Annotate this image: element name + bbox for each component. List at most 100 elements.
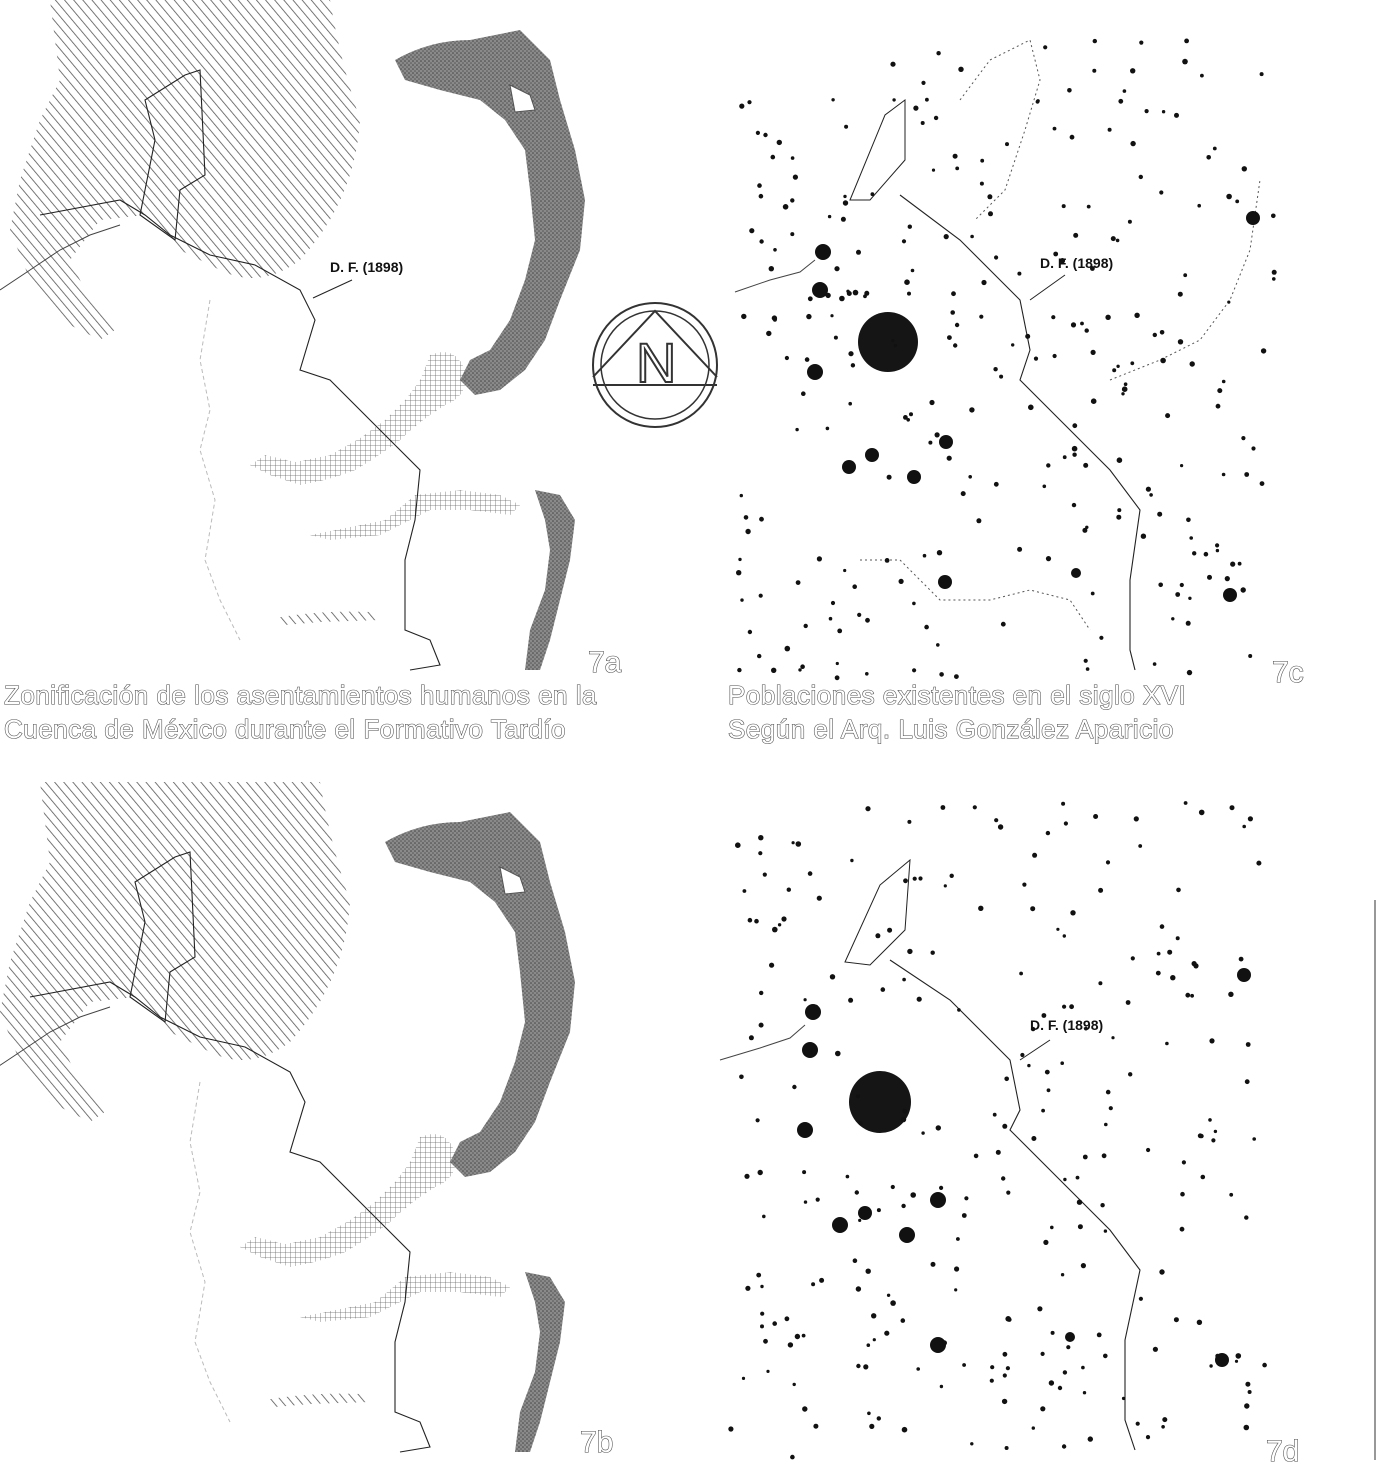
settlement-dot bbox=[1121, 386, 1128, 393]
df-boundary-line bbox=[889, 959, 1141, 1451]
settlement-dot bbox=[1105, 860, 1111, 865]
settlement-dot bbox=[1208, 1118, 1212, 1122]
settlement-dot bbox=[840, 216, 846, 222]
settlement-dot bbox=[759, 516, 764, 522]
settlement-dot bbox=[1041, 1108, 1045, 1113]
settlement-dot bbox=[960, 491, 966, 497]
settlement-dot bbox=[1090, 349, 1096, 355]
settlement-dot bbox=[972, 805, 977, 810]
settlement-dot bbox=[1059, 258, 1066, 264]
settlement-dot bbox=[1140, 533, 1147, 539]
settlement-dot bbox=[1244, 472, 1250, 477]
settlement-dot bbox=[865, 672, 869, 676]
settlement-dot bbox=[1005, 142, 1009, 147]
settlement-dot bbox=[1083, 462, 1089, 468]
settlement-dot bbox=[759, 990, 764, 996]
settlement-dot bbox=[1099, 635, 1104, 640]
settlement-dot bbox=[807, 296, 813, 302]
settlement-dot bbox=[1117, 508, 1122, 513]
settlement-dot bbox=[1061, 1444, 1067, 1449]
settlement-dot bbox=[802, 1406, 808, 1412]
settlement-dot bbox=[772, 1321, 777, 1326]
settlement-dot bbox=[980, 158, 985, 163]
settlement-dot bbox=[782, 204, 789, 210]
settlement-dot bbox=[886, 1293, 891, 1298]
settlement-dot bbox=[1048, 1380, 1055, 1386]
settlement-dot bbox=[870, 192, 875, 197]
settlement-dot bbox=[1209, 1038, 1215, 1044]
settlement-dot bbox=[1175, 936, 1180, 941]
settlement-dot bbox=[1144, 109, 1149, 114]
settlement-dot bbox=[1152, 1346, 1158, 1352]
settlement-dot bbox=[1198, 809, 1205, 816]
settlement-dot bbox=[794, 1333, 801, 1340]
settlement-dot bbox=[1188, 596, 1192, 600]
settlement-dot bbox=[1080, 1263, 1086, 1269]
settlement-dot bbox=[787, 1342, 794, 1348]
settlement-dot bbox=[904, 279, 910, 286]
settlement-dot bbox=[1090, 591, 1095, 596]
settlement-dot bbox=[884, 558, 890, 563]
settlement-dot bbox=[1171, 617, 1175, 621]
settlement-dot bbox=[955, 166, 960, 171]
settlement-dot bbox=[825, 292, 831, 299]
settlement-dot bbox=[758, 593, 763, 598]
settlement-dot bbox=[1123, 382, 1128, 387]
settlement-dot bbox=[834, 675, 840, 681]
settlement-dot bbox=[825, 426, 830, 431]
settlement-dot bbox=[1007, 1317, 1012, 1322]
settlement-dot bbox=[1133, 816, 1139, 822]
settlement-dot bbox=[950, 310, 955, 315]
settlement-dot bbox=[1041, 1013, 1047, 1018]
settlement-dot bbox=[1156, 951, 1161, 956]
settlement-dot bbox=[907, 224, 912, 229]
settlement-dot bbox=[1042, 484, 1047, 489]
settlement-dot bbox=[756, 1272, 762, 1278]
settlement-dot bbox=[811, 1048, 817, 1054]
settlement-dot bbox=[940, 805, 946, 810]
settlement-dot bbox=[907, 819, 912, 824]
settlement-dot bbox=[866, 1343, 871, 1347]
caption-7c-line1: Poblaciones existentes en el siglo XVI bbox=[728, 680, 1186, 710]
settlement-dot bbox=[806, 313, 812, 320]
settlement-dot bbox=[903, 415, 908, 420]
settlement-dot bbox=[930, 1261, 936, 1267]
settlement-dot bbox=[762, 1214, 766, 1219]
settlement-dot bbox=[1145, 1435, 1151, 1440]
settlement-dot bbox=[921, 1131, 925, 1135]
settlement-dot bbox=[790, 198, 795, 203]
settlement-dot bbox=[1247, 816, 1253, 822]
settlement-dot bbox=[1244, 1079, 1250, 1085]
settlement-dot bbox=[900, 1318, 906, 1323]
settlement-dot bbox=[766, 330, 772, 337]
settlement-dot bbox=[943, 884, 947, 888]
settlement-dot bbox=[1229, 1192, 1234, 1197]
settlement-dot bbox=[1159, 924, 1165, 929]
settlement-dot bbox=[1030, 906, 1036, 912]
settlement-dot bbox=[876, 1208, 881, 1213]
settlement-dot bbox=[976, 518, 982, 524]
settlement-dot bbox=[803, 623, 808, 629]
settlement-dot bbox=[1112, 368, 1117, 373]
settlement-dot bbox=[747, 917, 753, 923]
settlement-dot bbox=[1061, 801, 1066, 806]
settlement-dot bbox=[1244, 1403, 1250, 1409]
settlement-dot bbox=[741, 313, 747, 320]
settlement-dot bbox=[1213, 1129, 1218, 1134]
settlement-dot bbox=[1100, 1203, 1105, 1208]
settlement-dot bbox=[865, 1268, 871, 1274]
settlement-dot bbox=[1002, 1373, 1007, 1378]
settlement-dot bbox=[741, 1376, 746, 1380]
settlement-dot bbox=[792, 174, 799, 180]
settlement-dot bbox=[1046, 1088, 1051, 1093]
settlement-dot bbox=[1138, 174, 1144, 180]
settlement-dot bbox=[1052, 353, 1057, 359]
settlement-dot bbox=[887, 927, 893, 933]
settlement-dot bbox=[1174, 112, 1179, 118]
settlement-dot bbox=[1110, 236, 1116, 242]
settlement-dot bbox=[1242, 824, 1246, 829]
settlement-dot bbox=[1030, 1026, 1036, 1032]
settlement-dot bbox=[1092, 68, 1097, 73]
df-label: D. F. (1898) bbox=[1040, 255, 1113, 271]
